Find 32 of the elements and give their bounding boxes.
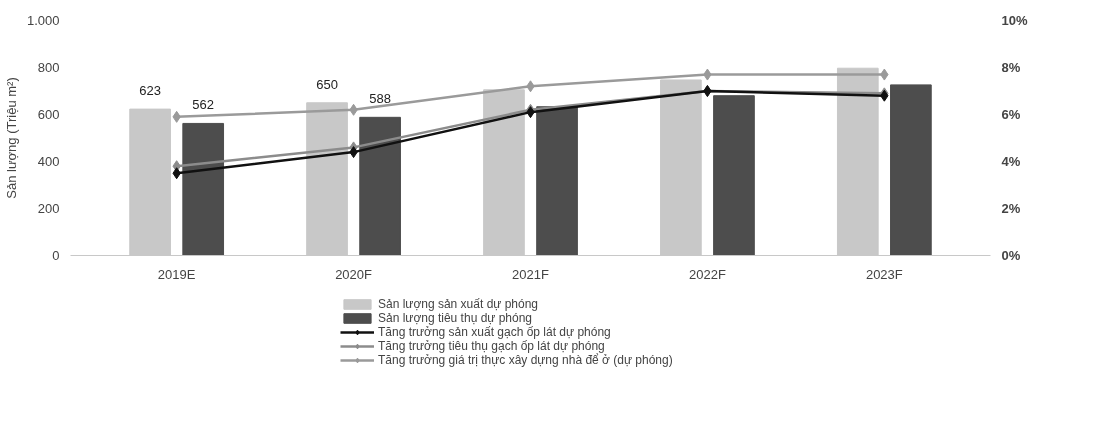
data-label: 562 <box>192 97 215 113</box>
y2-tick-label: 0% <box>1001 248 1021 263</box>
y2-tick-label: 10% <box>1001 13 1028 28</box>
bar <box>182 122 225 256</box>
y2-tick-label: 4% <box>1001 154 1021 169</box>
y-tick-label: 1.000 <box>26 13 60 28</box>
bar <box>359 116 401 256</box>
data-label: 623 <box>139 83 161 99</box>
data-label: 650 <box>316 76 338 92</box>
y-tick-label: 0 <box>52 248 60 263</box>
legend-label: Tăng trưởng tiêu thụ gạch ốp lát dự phóng <box>378 339 605 353</box>
x-tick-label: 2022F <box>688 266 726 282</box>
data-label: 588 <box>369 91 391 107</box>
x-tick-label: 2021F <box>512 266 549 282</box>
y2-tick-label: 2% <box>1001 201 1021 216</box>
bar <box>713 95 755 256</box>
x-tick-label: 2020F <box>335 266 373 282</box>
y2-tick-label: 6% <box>1001 107 1021 122</box>
bar <box>890 84 932 256</box>
y2-tick-label: 8% <box>1001 60 1021 75</box>
legend-label: Sản lượng sản xuất dự phóng <box>378 297 539 311</box>
y-tick-label: 600 <box>37 107 60 122</box>
legend-label: Tăng trưởng sản xuất gạch ốp lát dự phóng <box>378 325 611 339</box>
x-tick-label: 2019E <box>157 266 196 282</box>
bar <box>536 106 578 256</box>
legend-label: Sản lượng tiêu thụ dự phóng <box>378 311 533 325</box>
legend-label: Tăng trưởng giá trị thực xây dựng nhà để ở (dự phóng) <box>378 353 673 367</box>
y-tick-label: 200 <box>37 201 60 216</box>
y-axis-title: Sản lượng (Triệu m²) <box>3 77 19 199</box>
x-tick-label: 2023F <box>865 266 903 282</box>
y-tick-label: 800 <box>37 60 60 75</box>
y-tick-label: 400 <box>37 154 60 169</box>
